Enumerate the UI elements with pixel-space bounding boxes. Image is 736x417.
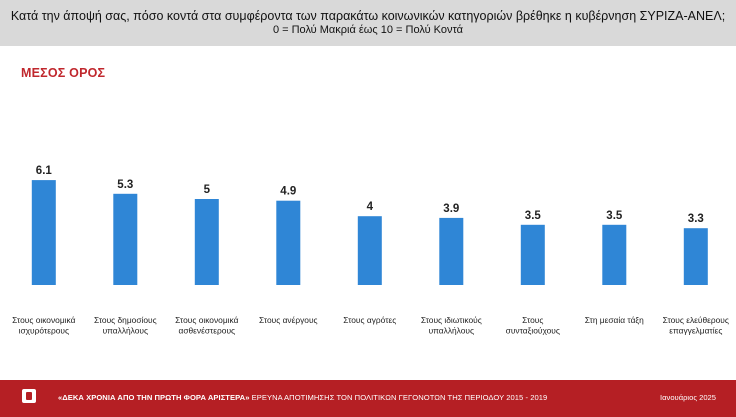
logo-icon (22, 389, 36, 403)
category-label-9: Στους ελεύθερους επαγγελματίες (663, 315, 729, 336)
bar-6 (439, 217, 464, 285)
category-label-8: Στη μεσαία τάξη (585, 315, 644, 325)
bar-1 (31, 180, 56, 285)
value-label-5: 4 (367, 201, 374, 213)
survey-subtitle: ΕΡΕΥΝΑ ΑΠΟΤΙΜΗΣΗΣ ΤΟΝ ΠΟΛΙΤΙΚΩΝ ΓΕΓΟΝΟΤΩ… (249, 393, 548, 402)
value-label-3: 5 (204, 184, 211, 196)
bar-chart: 6.1 Στους οικονομικά ισχυρότερους 5.3 Στους … (12, 165, 729, 336)
survey-date: Ιανουάριος 2025 (660, 393, 716, 402)
bar-8 (602, 224, 627, 285)
category-label-1: Στους οικονομικά ισχυρότερους (12, 315, 75, 336)
survey-caption: «ΔΕΚΑ ΧΡΟΝΙΑ ΑΠΟ ΤΗΝ ΠΡΩΤΗ ΦΟΡΑ ΑΡΙΣΤΕΡΑ… (58, 393, 547, 402)
chart-title: ΜΕΣΟΣ ΟΡΟΣ (21, 66, 106, 80)
value-label-8: 3.5 (606, 210, 623, 222)
value-label-6: 3.9 (443, 203, 459, 215)
category-label-7: Στους συνταξιούχους (506, 315, 560, 336)
category-label-4: Στους ανέργους (259, 315, 318, 325)
category-label-5: Στους αγρότες (343, 315, 396, 325)
value-label-4: 4.9 (280, 186, 296, 198)
value-label-9: 3.3 (688, 213, 704, 225)
footer-bar: «ΔΕΚΑ ΧΡΟΝΙΑ ΑΠΟ ΤΗΝ ΠΡΩΤΗ ΦΟΡΑ ΑΡΙΣΤΕΡΑ… (0, 380, 736, 417)
survey-title: «ΔΕΚΑ ΧΡΟΝΙΑ ΑΠΟ ΤΗΝ ΠΡΩΤΗ ΦΟΡΑ ΑΡΙΣΤΕΡΑ… (58, 393, 250, 402)
question-text: Κατά την άποψή σας, πόσο κοντά στα συμφέ… (10, 9, 726, 23)
value-label-2: 5.3 (117, 179, 133, 191)
category-label-6: Στους ιδιωτικούς υπαλλήλους (421, 315, 482, 336)
scale-text: 0 = Πολύ Μακριά έως 10 = Πολύ Κοντά (272, 24, 464, 36)
bar-4 (276, 200, 301, 285)
category-label-3: Στους οικονομικά ασθενέστερους (175, 315, 238, 336)
question-header: Κατά την άποψή σας, πόσο κοντά στα συμφέ… (0, 0, 736, 46)
bar-3 (194, 199, 219, 285)
bar-9 (683, 228, 708, 285)
category-label-2: Στους δημοσίους υπαλλήλους (94, 315, 157, 336)
bar-5 (357, 216, 382, 285)
bar-7 (520, 224, 545, 285)
value-label-7: 3.5 (525, 210, 542, 222)
value-label-1: 6.1 (36, 165, 53, 177)
bar-2 (113, 193, 138, 285)
